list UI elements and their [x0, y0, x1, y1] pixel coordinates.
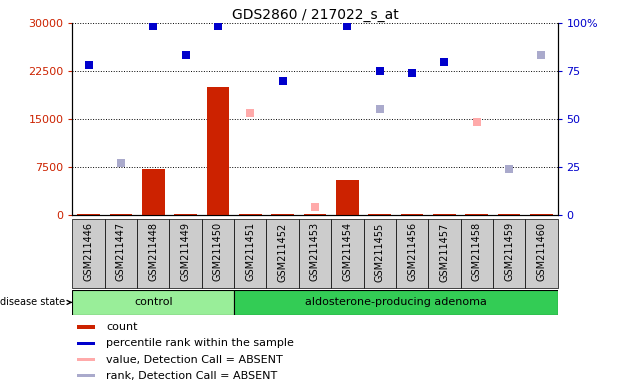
Bar: [304, 214, 326, 215]
Text: GSM211460: GSM211460: [536, 222, 546, 281]
Point: [536, 52, 546, 58]
FancyBboxPatch shape: [72, 290, 234, 315]
Text: GSM211457: GSM211457: [439, 222, 449, 281]
Bar: [77, 342, 96, 345]
Point: [84, 61, 94, 68]
FancyBboxPatch shape: [105, 219, 137, 288]
Bar: [466, 214, 488, 215]
Text: aldosterone-producing adenoma: aldosterone-producing adenoma: [305, 297, 487, 308]
Bar: [77, 325, 96, 329]
Text: GSM211456: GSM211456: [407, 222, 417, 281]
Point: [148, 23, 158, 29]
FancyBboxPatch shape: [461, 219, 493, 288]
FancyBboxPatch shape: [137, 219, 169, 288]
Bar: [77, 358, 96, 361]
Point: [375, 68, 385, 74]
Bar: [207, 87, 229, 215]
FancyBboxPatch shape: [428, 219, 461, 288]
Bar: [272, 214, 294, 215]
FancyBboxPatch shape: [234, 290, 558, 315]
Point: [407, 70, 417, 76]
Text: GSM211449: GSM211449: [181, 222, 191, 281]
Bar: [77, 214, 100, 215]
Text: GSM211447: GSM211447: [116, 222, 126, 281]
Text: GSM211450: GSM211450: [213, 222, 223, 281]
FancyBboxPatch shape: [364, 219, 396, 288]
Text: GSM211451: GSM211451: [245, 222, 255, 281]
Text: GSM211459: GSM211459: [504, 222, 514, 281]
Point: [375, 106, 385, 113]
Bar: [336, 180, 358, 215]
Text: GSM211452: GSM211452: [278, 222, 288, 281]
Title: GDS2860 / 217022_s_at: GDS2860 / 217022_s_at: [232, 8, 398, 22]
Bar: [142, 169, 164, 215]
Bar: [77, 374, 96, 377]
Point: [439, 59, 449, 65]
Bar: [369, 214, 391, 215]
Bar: [433, 214, 455, 215]
FancyBboxPatch shape: [202, 219, 234, 288]
FancyBboxPatch shape: [72, 219, 105, 288]
FancyBboxPatch shape: [396, 219, 428, 288]
Text: value, Detection Call = ABSENT: value, Detection Call = ABSENT: [106, 354, 283, 364]
Point: [310, 204, 320, 210]
Text: rank, Detection Call = ABSENT: rank, Detection Call = ABSENT: [106, 371, 278, 381]
Text: disease state: disease state: [0, 297, 71, 308]
FancyBboxPatch shape: [493, 219, 525, 288]
Text: GSM211458: GSM211458: [472, 222, 482, 281]
Text: GSM211453: GSM211453: [310, 222, 320, 281]
Bar: [498, 214, 520, 215]
Bar: [175, 214, 197, 215]
Point: [213, 23, 223, 29]
Text: GSM211448: GSM211448: [148, 222, 158, 281]
FancyBboxPatch shape: [525, 219, 558, 288]
FancyBboxPatch shape: [169, 219, 202, 288]
Text: count: count: [106, 322, 138, 332]
Text: control: control: [134, 297, 173, 308]
Point: [504, 166, 514, 172]
FancyBboxPatch shape: [234, 219, 266, 288]
Point: [116, 159, 126, 166]
Point: [278, 78, 288, 84]
Bar: [239, 214, 261, 215]
Point: [245, 109, 255, 116]
Bar: [401, 214, 423, 215]
Point: [342, 23, 352, 29]
Bar: [530, 214, 553, 215]
FancyBboxPatch shape: [331, 219, 364, 288]
Point: [181, 52, 191, 58]
Text: GSM211454: GSM211454: [342, 222, 352, 281]
Bar: [110, 214, 132, 215]
Point: [472, 119, 482, 125]
FancyBboxPatch shape: [266, 219, 299, 288]
Text: GSM211446: GSM211446: [84, 222, 94, 281]
Text: percentile rank within the sample: percentile rank within the sample: [106, 338, 294, 348]
FancyBboxPatch shape: [299, 219, 331, 288]
Text: GSM211455: GSM211455: [375, 222, 385, 281]
